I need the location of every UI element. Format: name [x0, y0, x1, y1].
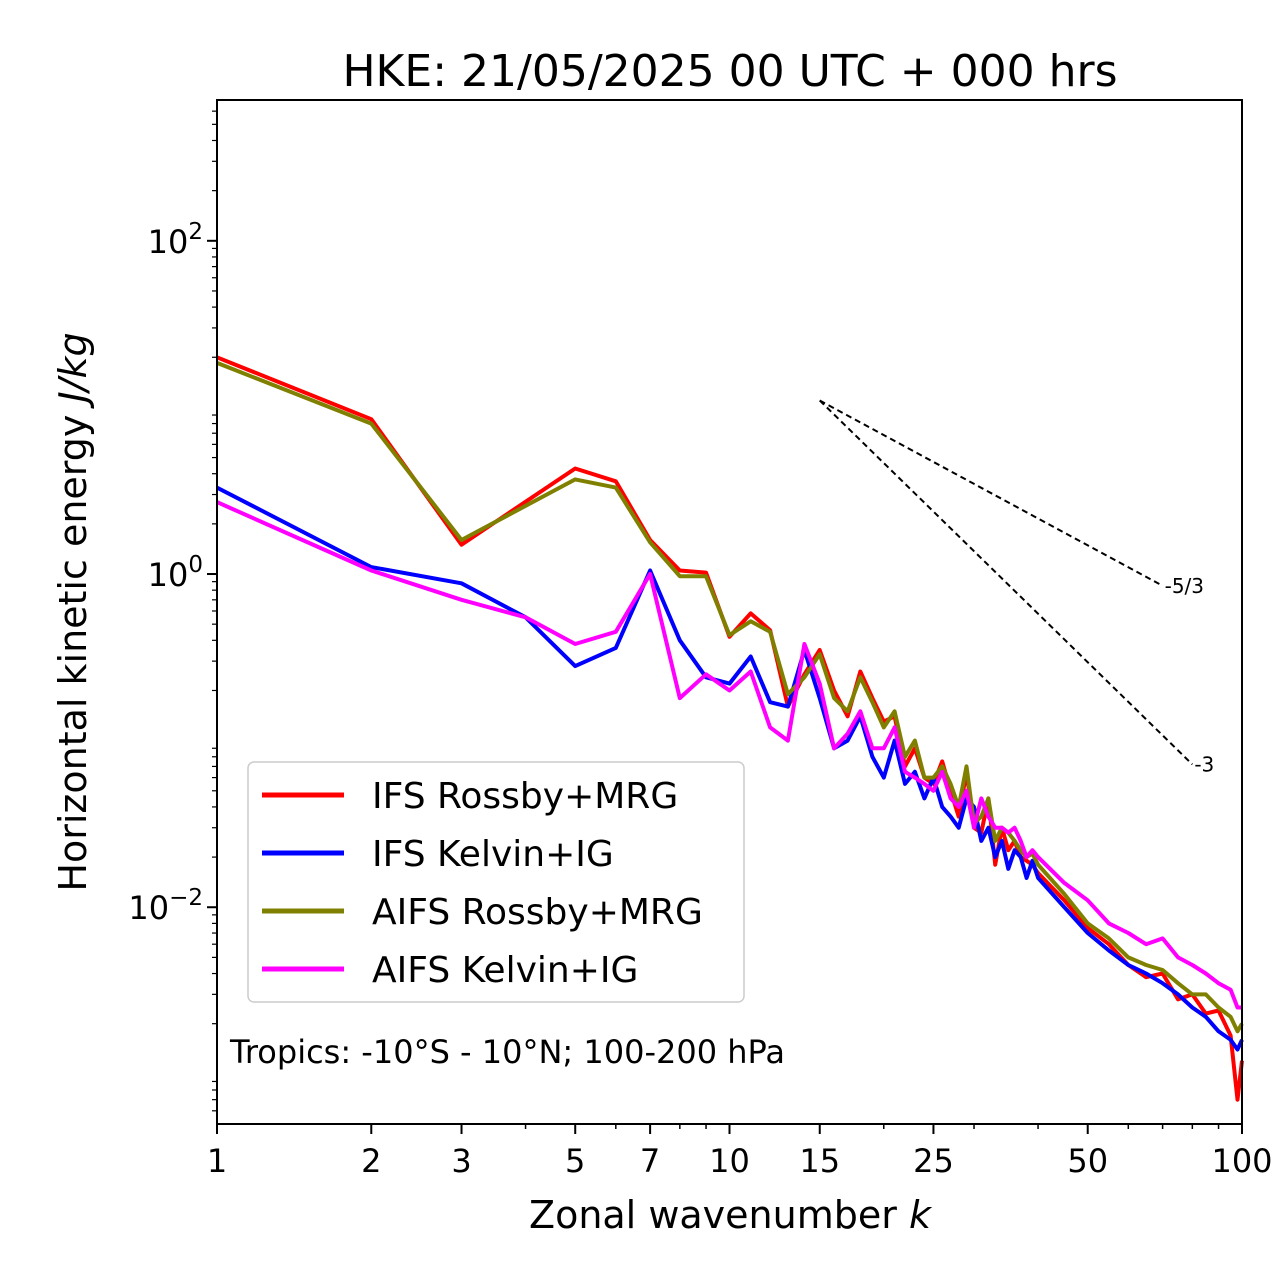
x-tick-label: 7 [640, 1142, 660, 1180]
series-line-1 [216, 485, 1244, 1052]
reference-slopes: -5/3 -3 [819, 399, 1214, 776]
y-axis-label-unit: J/kg [51, 332, 95, 409]
x-tick-label: 1 [207, 1142, 227, 1180]
x-axis-label-text: Zonal wavenumber [529, 1193, 897, 1237]
x-axis-label-variable: k [909, 1193, 933, 1237]
y-axis-label: Horizontal kinetic energy J/kg [51, 332, 95, 891]
y-tick-base: 10 [148, 556, 189, 594]
series-lines [216, 355, 1244, 1102]
x-tick-label: 3 [451, 1142, 471, 1180]
legend-box [247, 761, 745, 1003]
legend-label-1: IFS Kelvin+IG [372, 834, 614, 875]
series-line-3 [216, 500, 1242, 1010]
x-tick-label: 2 [361, 1142, 381, 1180]
legend-label-2: AIFS Rossby+MRG [372, 892, 703, 933]
series-line-2 [216, 361, 1244, 1034]
legend: IFS Rossby+MRG IFS Kelvin+IG AIFS Rossby+M… [247, 761, 745, 1003]
x-tick-label: 50 [1067, 1142, 1108, 1180]
y-tick-label: 100 [148, 552, 203, 594]
chart-title: HKE: 21/05/2025 00 UTC + 000 hrs [342, 46, 1117, 97]
x-tick-label: 15 [799, 1142, 840, 1180]
y-tick-exponent: −2 [169, 885, 203, 911]
y-tick-exponent: 2 [188, 219, 203, 245]
x-tick-label: 10 [709, 1142, 750, 1180]
slope-label-1: -3 [1194, 752, 1214, 776]
legend-label-3: AIFS Kelvin+IG [372, 950, 638, 991]
y-tick-label: 10−2 [128, 885, 203, 927]
x-axis-ticks: 1 2 3 5 7 10 15 25 50 100 [207, 1124, 1273, 1180]
y-tick-exponent: 0 [188, 552, 203, 578]
region-annotation: Tropics: -10°S - 10°N; 100-200 hPa [229, 1033, 785, 1071]
x-axis-label: Zonal wavenumber k [529, 1193, 933, 1237]
slope-label-0: -5/3 [1165, 574, 1204, 598]
legend-label-0: IFS Rossby+MRG [372, 776, 678, 817]
x-tick-label: 5 [565, 1142, 585, 1180]
slope-line-0 [819, 399, 1164, 587]
y-axis-label-text: Horizontal kinetic energy [51, 415, 95, 892]
x-tick-label: 25 [913, 1142, 954, 1180]
x-tick-label: 100 [1211, 1142, 1272, 1180]
slope-line-1 [819, 399, 1194, 766]
y-tick-base: 10 [148, 223, 189, 261]
y-tick-label: 102 [148, 219, 203, 261]
y-tick-base: 10 [128, 889, 169, 927]
